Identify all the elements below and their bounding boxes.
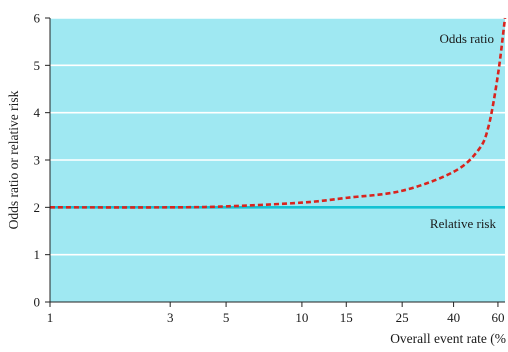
x-tick-label: 15 [340,310,353,325]
series-label-odds-ratio: Odds ratio [439,31,494,46]
x-tick-label: 40 [447,310,460,325]
series-line-odds-ratio [49,17,507,209]
y-tick-label: 5 [34,58,41,73]
x-tick-label: 3 [167,310,174,325]
x-tick-label: 25 [396,310,409,325]
x-tick-label: 60 [491,310,504,325]
x-tick-label: 5 [223,310,230,325]
y-tick-label: 3 [34,153,41,168]
y-axis-title: Odds ratio or relative risk [6,90,21,229]
x-tick-label: 1 [47,310,54,325]
y-tick-label: 6 [34,11,41,26]
y-tick-label: 1 [34,247,41,262]
x-tick-label: 10 [295,310,308,325]
y-tick-label: 0 [34,295,41,310]
y-tick-label: 4 [34,105,41,120]
y-tick-label: 2 [34,200,41,215]
x-axis-title: Overall event rate (% [390,331,506,346]
series-label-relative-risk: Relative risk [430,216,497,231]
series-layer [49,17,507,209]
labels: Odds ratio or relative risk Overall event… [6,31,506,346]
